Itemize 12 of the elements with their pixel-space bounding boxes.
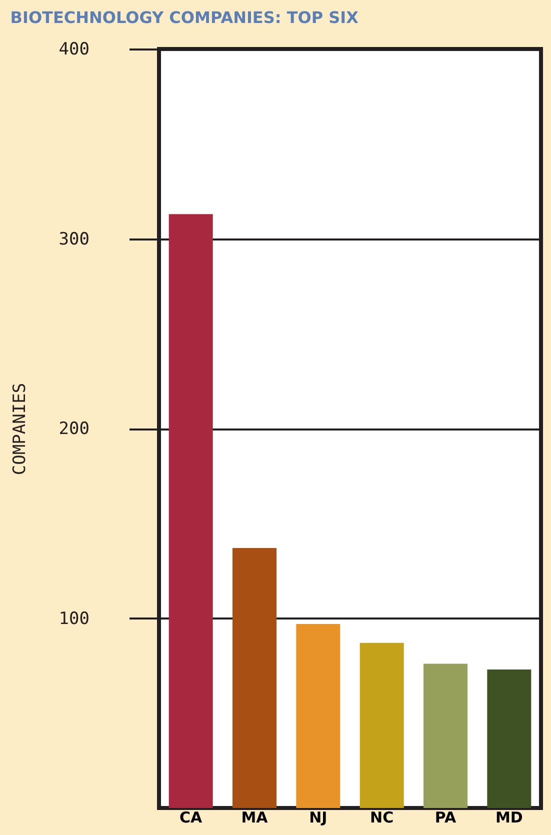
x-tick-label: PA (434, 808, 456, 826)
y-axis-title: COMPANIES (10, 382, 30, 476)
x-tick-label: CA (180, 808, 203, 826)
chart-title: BIOTECHNOLOGY COMPANIES: TOP SIX (10, 8, 360, 27)
y-tick-label: 400 (58, 40, 90, 60)
y-tick-label: 100 (58, 608, 90, 629)
y-tick-label: 200 (58, 419, 90, 439)
x-tick-label: MD (495, 808, 523, 826)
y-tick-label: 300 (58, 229, 90, 250)
x-tick-label: NC (370, 808, 394, 826)
x-tick-label: MA (241, 808, 268, 826)
x-tick-label: NJ (309, 808, 328, 826)
